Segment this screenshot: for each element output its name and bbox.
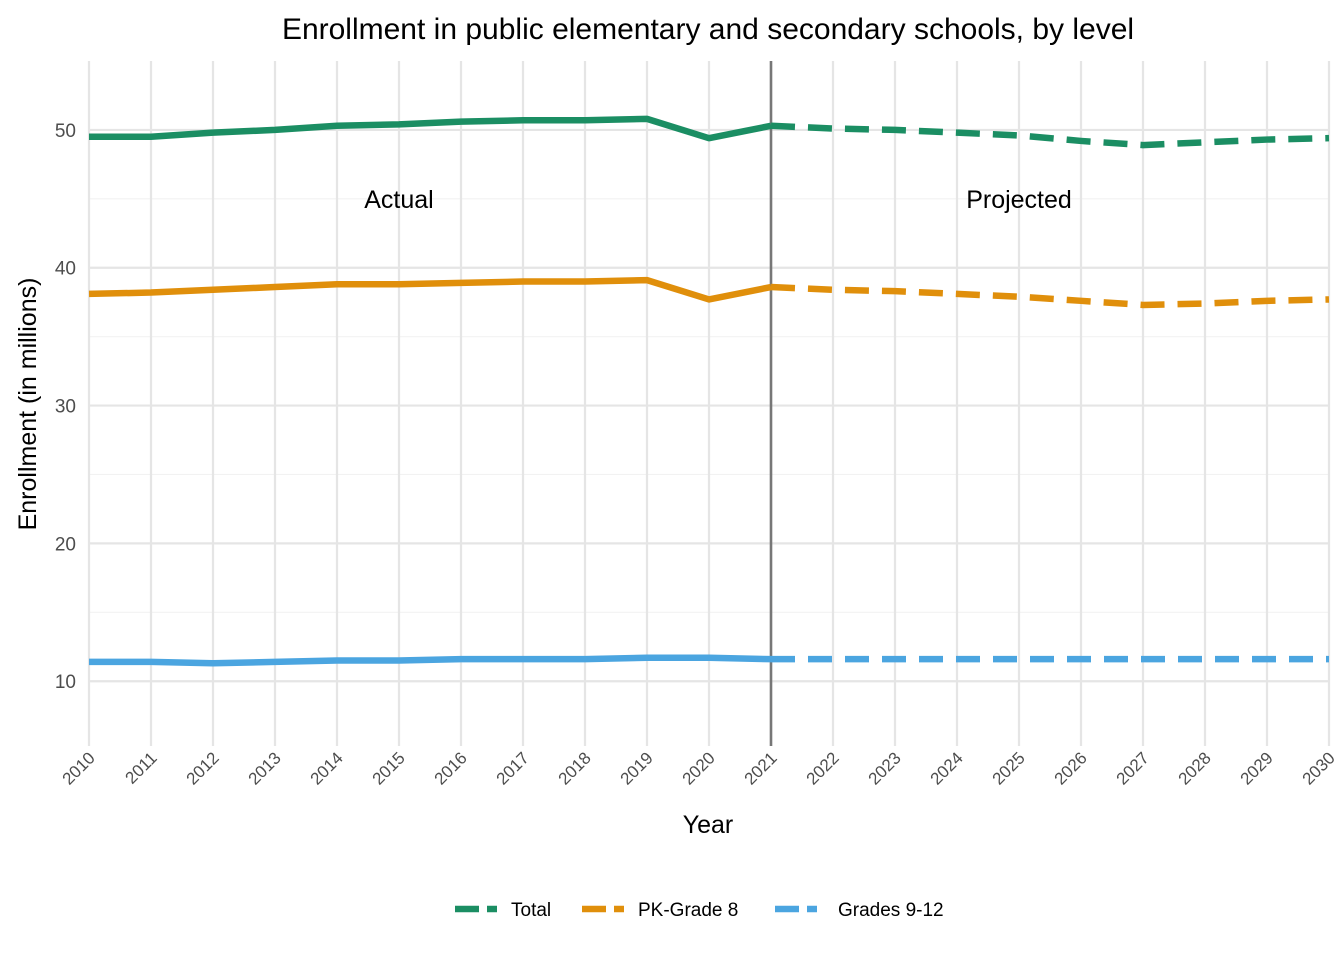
x-tick-label: 2028 [1175, 748, 1215, 788]
x-tick-label: 2022 [803, 748, 843, 788]
x-tick-label: 2014 [307, 748, 347, 788]
x-axis-title: Year [683, 811, 734, 839]
x-tick-label: 2027 [1113, 748, 1153, 788]
x-tick-label: 2030 [1299, 748, 1339, 788]
x-tick-label: 2011 [122, 748, 161, 787]
legend: Total PK-Grade 8 Grades 9-12 [455, 900, 944, 921]
x-tick-label: 2012 [183, 748, 223, 788]
line-grades-9-12-actual [89, 654, 772, 667]
x-tick-label: 2025 [989, 748, 1029, 788]
line-total-actual [89, 115, 772, 142]
x-tick-label: 2018 [555, 748, 595, 788]
x-tick-label: 2013 [245, 748, 285, 788]
legend-label: PK-Grade 8 [638, 900, 738, 921]
x-tick-label: 2021 [741, 748, 781, 788]
annotation-actual: Actual [364, 186, 433, 214]
x-tick-label: 2016 [431, 748, 471, 788]
x-axis-ticks: 2010 2011 2012 2013 2014 2015 2016 2017 2018 2019… [59, 748, 1339, 788]
line-pk-grade-8-actual [88, 276, 772, 303]
x-tick-label: 2015 [369, 748, 409, 788]
grid [87, 61, 1331, 746]
x-tick-label: 2019 [617, 748, 657, 788]
annotation-projected: Projected [966, 186, 1072, 214]
x-tick-label: 2023 [865, 748, 905, 788]
x-tick-label: 2024 [927, 748, 967, 788]
y-axis-title: Enrollment (in millions) [14, 278, 42, 531]
legend-label: Grades 9-12 [838, 900, 944, 921]
series-lines [88, 115, 1330, 667]
y-tick-label: 40 [55, 259, 76, 280]
x-tick-label: 2029 [1237, 748, 1277, 788]
y-axis-ticks: 10 20 30 40 50 [55, 121, 76, 693]
y-tick-label: 50 [55, 121, 76, 142]
x-tick-label: 2020 [679, 748, 719, 788]
legend-label: Total [511, 900, 551, 921]
y-tick-label: 30 [55, 397, 76, 418]
chart-title: Enrollment in public elementary and seco… [282, 13, 1134, 46]
line-pk-grade-8-projected [770, 283, 1330, 309]
line-total-projected [770, 122, 1330, 149]
x-tick-label: 2017 [493, 748, 533, 788]
x-tick-label: 2010 [59, 748, 99, 788]
annotations: Actual Projected [364, 186, 1072, 214]
x-tick-label: 2026 [1051, 748, 1091, 788]
y-tick-label: 10 [55, 672, 76, 693]
y-tick-label: 20 [55, 534, 76, 555]
